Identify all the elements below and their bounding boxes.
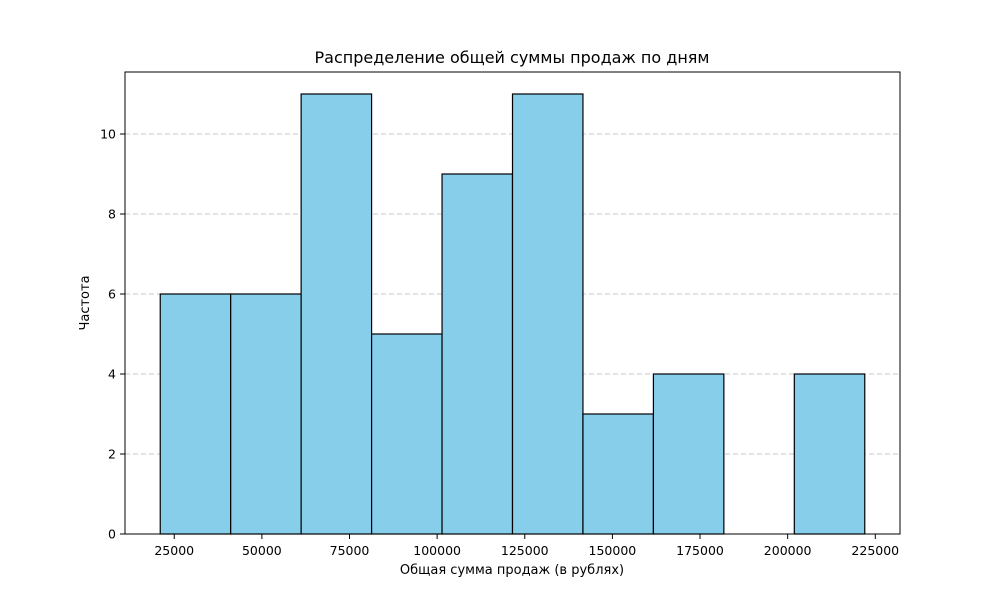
- y-tick-label-4: 8: [108, 207, 116, 222]
- y-tick-label-0: 0: [108, 527, 116, 542]
- histogram-bars: [159, 93, 866, 535]
- x-tick-label-1: 50000: [242, 543, 282, 558]
- x-tick-label-4: 125000: [501, 543, 549, 558]
- x-tick-label-3: 100000: [413, 543, 461, 558]
- histogram-bar-2: [300, 93, 373, 535]
- x-axis-ticks: 25000 50000 75000 100000 125000 150000 175000 2…: [154, 534, 899, 558]
- histogram-bar-0: [159, 293, 232, 535]
- histogram-bar-1: [230, 293, 302, 535]
- histogram-bar-7: [652, 373, 725, 535]
- x-axis-label: Общая сумма продаж (в рублях): [400, 563, 624, 578]
- histogram-bar-4: [441, 173, 514, 535]
- x-tick-label-6: 175000: [676, 543, 724, 558]
- y-tick-label-2: 4: [108, 367, 116, 382]
- x-tick-label-2: 75000: [330, 543, 370, 558]
- x-tick-label-5: 150000: [589, 543, 637, 558]
- x-tick-label-8: 225000: [851, 543, 899, 558]
- y-axis-label: Частота: [78, 275, 93, 330]
- y-tick-label-1: 2: [108, 447, 116, 462]
- histogram-bar-3: [370, 333, 443, 535]
- plot-frame: [124, 71, 901, 535]
- histogram-bar-5: [511, 93, 584, 535]
- histogram-bar-6: [582, 413, 655, 535]
- x-tick-label-0: 25000: [154, 543, 194, 558]
- y-tick-label-5: 10: [100, 127, 116, 142]
- y-tick-label-3: 6: [108, 287, 116, 302]
- chart-title: Распределение общей суммы продаж по дням: [315, 48, 710, 67]
- histogram-bar-9: [793, 373, 866, 535]
- y-axis-ticks: 0 2 4 6 8 10: [100, 127, 125, 542]
- x-tick-label-7: 200000: [764, 543, 812, 558]
